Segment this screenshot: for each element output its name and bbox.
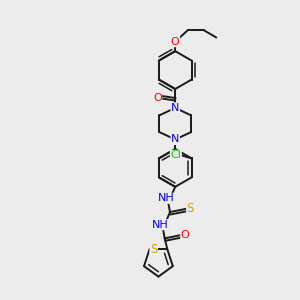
Text: Cl: Cl [170, 150, 181, 160]
Text: S: S [150, 243, 158, 256]
Text: NH: NH [158, 194, 174, 203]
Text: O: O [171, 37, 180, 47]
Text: S: S [187, 202, 194, 215]
Text: N: N [171, 134, 179, 145]
Text: O: O [181, 230, 190, 240]
Text: O: O [153, 94, 162, 103]
Text: N: N [171, 103, 179, 113]
Text: NH: NH [152, 220, 169, 230]
